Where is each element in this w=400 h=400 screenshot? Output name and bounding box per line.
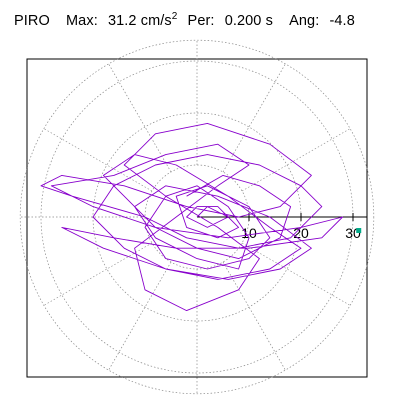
grid-spoke [222,63,286,173]
period-value: 0.200 s [224,13,273,29]
radial-tick-labels: 10 20 30 [241,225,361,241]
max-label: Max: [66,13,98,29]
radial-tick-label: 10 [241,225,257,241]
grid-circle [19,39,375,395]
grid-spoke [241,128,351,192]
motion-trace [40,122,344,312]
max-point-marker [356,228,362,234]
grid-spoke [108,261,172,371]
angle-label: Ang: [289,13,320,29]
period-label: Per: [187,13,215,29]
grid-spoke [241,242,351,306]
plot-header: PIRO Max: 31.2 cm/s2 Per: 0.200 s Ang: -… [14,11,355,29]
station-code: PIRO [14,13,50,29]
max-value: 31.2 cm/s [107,13,172,29]
max-unit-exponent: 2 [171,11,178,22]
angle-value: -4.8 [329,13,355,29]
